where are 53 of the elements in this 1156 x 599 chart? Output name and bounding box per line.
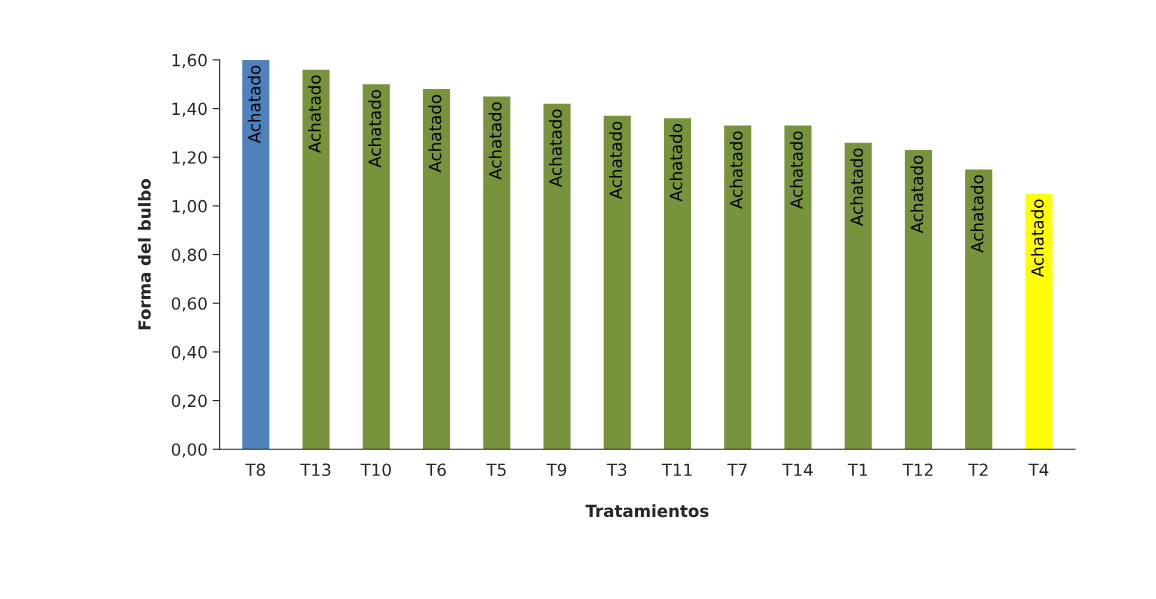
bar <box>724 125 752 450</box>
bar <box>663 118 692 450</box>
data-label: Achatado <box>970 175 984 253</box>
x-tick-label: T12 <box>902 463 933 476</box>
x-tick-label: T5 <box>486 463 506 477</box>
x-tick-label: T14 <box>782 463 813 476</box>
data-label: Achatado <box>488 102 502 180</box>
data-label: Achatado <box>1030 199 1044 278</box>
data-label: Achatado <box>428 94 442 173</box>
y-tick-label: 0,80 <box>171 248 207 263</box>
x-tick-label: T13 <box>300 463 331 477</box>
bar <box>603 115 631 450</box>
y-tick-label: 0,20 <box>171 394 207 409</box>
x-tick-label: T8 <box>245 463 266 477</box>
y-tick-label: 0,00 <box>171 443 207 458</box>
x-tick-label: T10 <box>360 463 391 477</box>
data-label: Achatado <box>910 155 924 234</box>
data-label: Achatado <box>850 148 864 226</box>
x-tick-label: T3 <box>606 463 627 477</box>
y-axis-title: Forma del bulbo <box>137 179 151 330</box>
data-label: Achatado <box>307 75 321 153</box>
data-label: Achatado <box>669 124 683 202</box>
y-tick-label: 1,40 <box>172 102 207 117</box>
bar <box>965 169 993 450</box>
data-label: Achatado <box>368 90 382 168</box>
bar <box>784 125 812 450</box>
y-tick-label: 1,60 <box>172 53 207 69</box>
x-tick-label: T1 <box>847 463 868 476</box>
x-tick-label: T11 <box>661 463 692 476</box>
x-tick-label: T4 <box>1028 463 1049 476</box>
x-tick-label: T2 <box>968 463 988 476</box>
y-tick-label: 0,40 <box>171 345 207 361</box>
x-tick-label: T9 <box>546 463 567 477</box>
bar <box>543 103 571 450</box>
x-tick-label: T6 <box>426 463 446 477</box>
bar <box>302 69 330 450</box>
y-tick-label: 0,60 <box>171 297 207 312</box>
data-label: Achatado <box>609 121 623 200</box>
data-label: Achatado <box>548 109 562 188</box>
bar <box>844 142 872 450</box>
y-tick-label: 1,20 <box>172 151 207 166</box>
x-tick-label: T7 <box>727 463 747 476</box>
bar <box>422 89 451 450</box>
bar <box>904 149 932 450</box>
bar <box>1025 193 1053 450</box>
bar <box>483 96 511 450</box>
data-label: Achatado <box>247 65 261 144</box>
bar <box>362 84 390 450</box>
bar <box>242 59 270 450</box>
x-axis-title: Tratamientos <box>585 504 709 518</box>
data-label: Achatado <box>789 131 803 209</box>
y-tick-label: 1,00 <box>172 199 207 215</box>
data-label: Achatado <box>729 131 743 209</box>
